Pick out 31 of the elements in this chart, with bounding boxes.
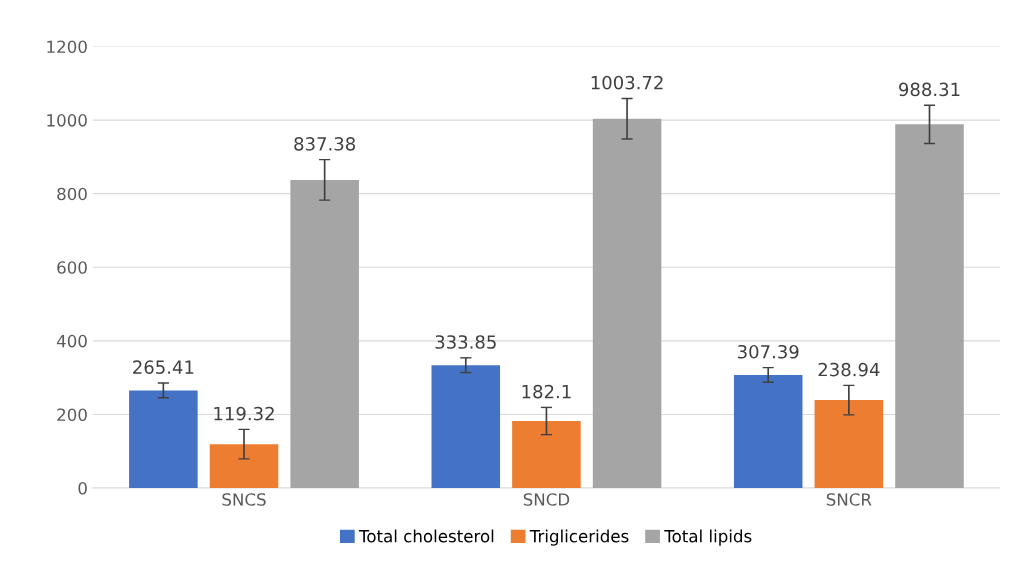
y-tick-label: 800 [57, 187, 87, 201]
data-label: 119.32 [214, 406, 274, 421]
x-tick-label: SNCS [222, 493, 266, 506]
y-tick-label: 600 [57, 261, 87, 274]
data-label: 837.38 [294, 137, 355, 151]
legend-label: Triglicerides [529, 529, 629, 546]
data-label: 265.41 [133, 360, 194, 374]
bar [733, 374, 803, 489]
data-label: 333.85 [435, 335, 496, 349]
bar [814, 400, 884, 489]
bar [209, 444, 279, 489]
data-label: 307.39 [738, 344, 799, 359]
y-tick-label: 200 [57, 408, 87, 422]
y-tick-label: 1000 [47, 114, 87, 127]
bar [592, 118, 662, 489]
x-tick-label: SNCD [523, 493, 570, 506]
data-label: 182.1 [522, 384, 571, 399]
bar [895, 124, 964, 489]
legend-label: Total cholesterol [358, 529, 494, 543]
data-label: 988.31 [899, 82, 960, 97]
bar [512, 421, 581, 489]
bar [129, 390, 198, 489]
bar [431, 365, 501, 489]
data-label: 238.94 [818, 362, 880, 377]
y-tick-label: 0 [78, 482, 87, 495]
bar [290, 179, 359, 489]
legend-label: Total lipids [664, 529, 752, 546]
y-tick-label: 1200 [47, 40, 87, 54]
y-tick-label: 400 [56, 334, 87, 348]
data-label: 1003.72 [591, 75, 663, 90]
x-tick-label: SNCR [826, 493, 872, 506]
